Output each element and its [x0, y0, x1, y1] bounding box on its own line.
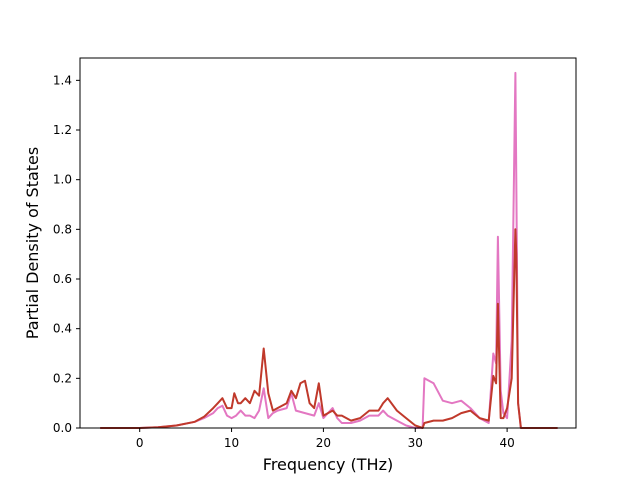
y-axis-label: Partial Density of States: [23, 147, 42, 339]
y-tick-label: 0.8: [53, 222, 72, 236]
y-tick-label: 1.4: [53, 73, 72, 87]
y-tick-label: 0.6: [53, 272, 72, 286]
y-tick-label: 0.2: [53, 371, 72, 385]
x-axis-label: Frequency (THz): [263, 455, 393, 474]
x-tick-label: 0: [136, 436, 144, 450]
y-tick-label: 0.4: [53, 322, 72, 336]
y-tick-label: 1.0: [53, 173, 72, 187]
axes-frame: [79, 57, 577, 429]
y-tick-label: 0.0: [53, 421, 72, 435]
x-tick-label: 20: [316, 436, 331, 450]
x-tick-label: 40: [499, 436, 514, 450]
x-axis-ticks: 0 10 20 30 40: [136, 428, 515, 450]
series-line-2: [100, 228, 558, 429]
y-tick-label: 1.2: [53, 123, 72, 137]
plot-lines: [100, 71, 558, 429]
x-tick-label: 30: [408, 436, 423, 450]
y-axis-ticks: 0.0 0.2 0.4 0.6 0.8 1.0 1.2 1.4: [53, 73, 80, 435]
x-tick-label: 10: [224, 436, 239, 450]
